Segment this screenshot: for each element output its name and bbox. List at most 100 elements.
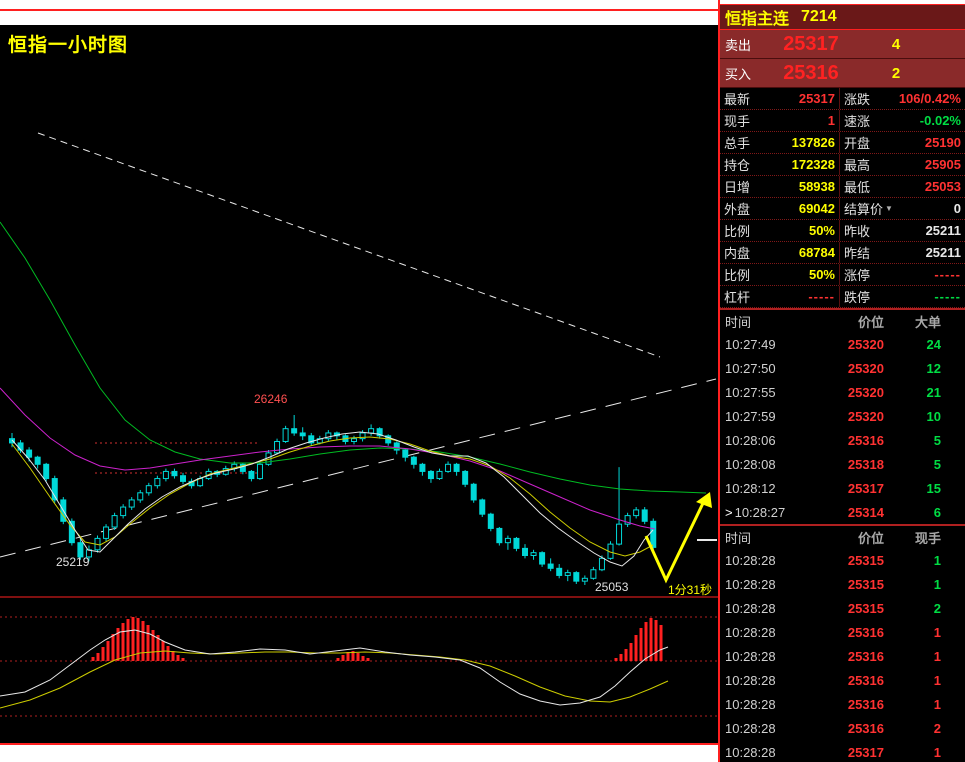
- quote-cell: 持仓 172328: [720, 154, 839, 175]
- quote-label: 最高: [844, 158, 871, 173]
- tick-qty: 5: [933, 456, 941, 472]
- quote-label: 速涨: [844, 114, 871, 129]
- col-time: 时间: [725, 314, 752, 330]
- quote-value: 25211: [925, 223, 961, 238]
- tick-qty: 1: [933, 696, 941, 712]
- quote-value: 25053: [924, 179, 961, 194]
- quote-value: 172328: [791, 157, 835, 172]
- quote-value: 106/0.42%: [898, 91, 961, 106]
- table-row: 10:28:28 25315 1: [720, 548, 965, 572]
- tick-price: 25316: [847, 720, 884, 736]
- quote-label: 最低: [844, 180, 871, 195]
- chart-label: 26246: [254, 392, 288, 406]
- macd-dif-line: [0, 629, 669, 706]
- quote-cell: 昨收 25211: [839, 220, 965, 241]
- quote-value: 1: [827, 113, 835, 128]
- quote-value: 25905: [924, 157, 961, 172]
- quote-cell: 杠杆 -----: [720, 286, 839, 307]
- quote-label: 涨停: [844, 268, 871, 283]
- tick-qty: 2: [933, 600, 941, 616]
- quote-label: 持仓: [724, 158, 751, 173]
- quote-label: 杠杆: [724, 290, 751, 305]
- quote-value: 137826: [791, 135, 835, 150]
- chart-label: 25053: [595, 580, 629, 594]
- quote-value: -----: [934, 289, 961, 304]
- tick-price: 25315: [847, 576, 884, 592]
- tick-time: 10:27:50: [725, 360, 776, 376]
- signal-arrow: [644, 492, 712, 584]
- tick-time: 10:28:28: [725, 576, 776, 592]
- tick-qty: 15: [926, 480, 941, 496]
- table-row: 10:27:50 25320 12: [720, 356, 965, 380]
- candlesticks: [9, 415, 657, 585]
- tick-time: 10:28:12: [725, 480, 776, 496]
- ma-long: [0, 221, 707, 494]
- instrument-code: 7214: [801, 8, 837, 25]
- bid-row[interactable]: 买入 25316 2: [720, 59, 965, 88]
- tick-price: 25314: [847, 504, 884, 520]
- quote-value: 25190: [924, 135, 961, 150]
- table-row: 10:28:12 25317 15: [720, 476, 965, 500]
- quote-label: 昨收: [844, 224, 871, 239]
- quote-value: 58938: [798, 179, 835, 194]
- quote-label: 开盘: [844, 136, 871, 151]
- quote-cell: 内盘 68784: [720, 242, 839, 263]
- chart-label: 25219: [56, 555, 90, 569]
- tick-qty: 10: [926, 408, 941, 424]
- ask-row[interactable]: 卖出 25317 4: [720, 30, 965, 59]
- tick-time: 10:27:59: [725, 408, 776, 424]
- quote-label: 总手: [724, 136, 751, 151]
- table-row: 10:28:28 25316 1: [720, 620, 965, 644]
- quote-value: 0: [953, 201, 961, 216]
- tick-time: 10:28:28: [725, 720, 776, 736]
- table-row: 10:28:28 25316 1: [720, 644, 965, 668]
- quote-row: 比例 50% 昨收 25211: [720, 220, 965, 242]
- quote-row: 总手 137826 开盘 25190: [720, 132, 965, 154]
- quote-label: 涨跌: [844, 92, 871, 107]
- tick-time: 10:28:28: [725, 600, 776, 616]
- instrument-name: 恒指主连: [725, 11, 790, 28]
- col-qty: 现手: [914, 530, 941, 546]
- tick-time: 10:27:55: [725, 384, 776, 400]
- quote-row: 持仓 172328 最高 25905: [720, 154, 965, 176]
- quote-value: 25211: [925, 245, 961, 260]
- current-row-marker-icon: >: [725, 504, 733, 520]
- ask-price: 25317: [783, 32, 839, 55]
- quote-label: 最新: [724, 92, 751, 107]
- quote-cell: 开盘 25190: [839, 132, 965, 153]
- quote-cell: 比例 50%: [720, 220, 839, 241]
- chart-label: 1分31秒: [668, 583, 712, 597]
- quote-cell: 涨跌 106/0.42%: [839, 88, 965, 109]
- tick-price: 25316: [847, 432, 884, 448]
- tick-qty: 24: [926, 336, 941, 352]
- tick-price: 25320: [847, 336, 884, 352]
- quote-row: 杠杆 ----- 跌停 -----: [720, 286, 965, 308]
- table-row: >10:28:27 25314 6: [720, 500, 965, 524]
- quote-row: 比例 50% 涨停 -----: [720, 264, 965, 286]
- quote-cell: 涨停 -----: [839, 264, 965, 285]
- tick-time: 10:28:28: [725, 696, 776, 712]
- big-orders-table: 时间 价位 大单 10:27:49 25320 24 10:27:50 25320 12 10:2…: [720, 308, 965, 524]
- bid-label: 买入: [725, 66, 752, 82]
- tick-price: 25316: [847, 648, 884, 664]
- quote-cell: 比例 50%: [720, 264, 839, 285]
- tick-time: 10:28:28: [725, 624, 776, 640]
- tick-price: 25316: [847, 624, 884, 640]
- quote-value: 68784: [798, 245, 835, 260]
- tick-time: >10:28:27: [725, 504, 786, 520]
- tick-time: 10:28:08: [725, 456, 776, 472]
- quote-label: 比例: [724, 224, 751, 239]
- instrument-header[interactable]: 恒指主连 7214: [720, 4, 965, 30]
- quote-panel: 恒指主连 7214 卖出 25317 4 买入 25316 2 最新 25317 涨…: [718, 0, 965, 762]
- price-chart[interactable]: 26246 25219 25053 1分31秒: [0, 0, 718, 745]
- table-header: 时间 价位 现手: [720, 526, 965, 548]
- dropdown-arrow-icon[interactable]: ▼: [885, 204, 893, 213]
- quote-cell: 外盘 69042: [720, 198, 839, 219]
- table-row: 10:27:49 25320 24: [720, 332, 965, 356]
- tick-qty: 1: [933, 648, 941, 664]
- separator-lines: [0, 9, 718, 745]
- table-row: 10:28:28 25315 2: [720, 596, 965, 620]
- quote-cell: 最高 25905: [839, 154, 965, 175]
- tick-qty: 12: [926, 360, 941, 376]
